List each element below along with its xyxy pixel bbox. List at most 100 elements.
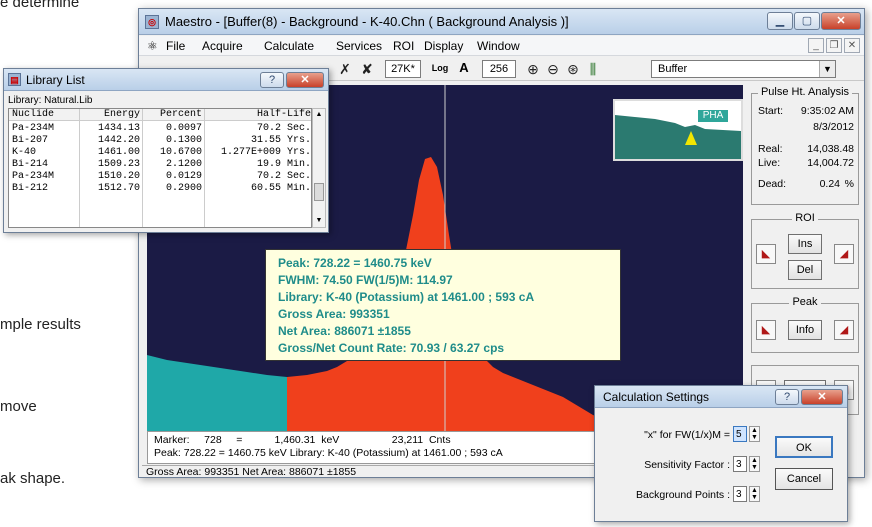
table-cell: 70.2 Sec. bbox=[256, 123, 311, 134]
scroll-thumb[interactable] bbox=[314, 183, 324, 201]
fw-spinner[interactable]: ▲ ▼ bbox=[749, 426, 760, 442]
table-header: Nuclide Energy Percent Half-Life bbox=[9, 109, 311, 121]
table-cell: 19.9 Min. bbox=[256, 159, 311, 170]
menu-file[interactable]: File bbox=[166, 39, 186, 53]
table-cell: 1510.20 bbox=[97, 171, 140, 182]
background-points-label: Background Points : bbox=[636, 489, 730, 501]
table-cell: 0.0097 bbox=[165, 123, 202, 134]
cancel-button[interactable]: Cancel bbox=[775, 468, 833, 490]
calculation-settings-window: Calculation Settings ? ✕ "x" for FW(1/x)… bbox=[594, 385, 848, 522]
fw-label: "x" for FW(1/x)M = bbox=[644, 429, 730, 441]
table-row[interactable]: Bi-214 1509.23 2.1200 19.9 Min. bbox=[9, 159, 311, 171]
vertical-scale-button[interactable]: 27K* bbox=[385, 60, 421, 78]
window-title: Maestro - [Buffer(8) - Background - K-40… bbox=[165, 14, 569, 29]
menu-calculate[interactable]: Calculate bbox=[264, 39, 315, 53]
peak-info-box: Peak: 728.22 = 1460.75 keV FWHM: 74.50 F… bbox=[265, 249, 621, 361]
zoom-out-icon[interactable]: ⊖ bbox=[547, 61, 559, 77]
overview-roi bbox=[685, 131, 697, 145]
peak-prev-icon[interactable]: ◣ bbox=[756, 320, 776, 340]
horizontal-range-button[interactable]: 256 bbox=[482, 60, 516, 78]
menu-display[interactable]: Display bbox=[424, 39, 464, 53]
doc-text-4: ak shape. bbox=[0, 470, 66, 487]
roi-mark-icon[interactable]: ✗ bbox=[339, 61, 351, 77]
marker-line-2: Peak: 728.22 = 1460.75 keV Library: K-40… bbox=[154, 447, 503, 459]
peak-info-button[interactable]: Info bbox=[788, 320, 822, 340]
mdi-close-button[interactable]: ✕ bbox=[844, 38, 860, 53]
mdi-minimize-button[interactable]: _ bbox=[808, 38, 824, 53]
col-half-life[interactable]: Half-Life bbox=[256, 109, 311, 120]
center-icon[interactable]: ⊛ bbox=[567, 61, 579, 77]
roi-clear-icon[interactable]: ✘ bbox=[361, 61, 373, 77]
peak-title: Peak bbox=[789, 296, 821, 308]
roi-next-icon[interactable]: ◢ bbox=[834, 244, 854, 264]
roi-prev-icon[interactable]: ◣ bbox=[756, 244, 776, 264]
help-button[interactable]: ? bbox=[260, 72, 284, 88]
net-area-line: Net Area: 886071 ±1855 bbox=[278, 324, 411, 338]
column-divider bbox=[204, 109, 205, 227]
live-value: 14,004.72 bbox=[807, 157, 854, 169]
calc-close-button[interactable]: ✕ bbox=[801, 389, 843, 405]
menu-services[interactable]: Services bbox=[336, 39, 383, 53]
library-table[interactable]: Nuclide Energy Percent Half-Life Pa-234M… bbox=[8, 108, 312, 228]
table-cell: 10.6700 bbox=[159, 147, 202, 158]
peak-line: Peak: 728.22 = 1460.75 keV bbox=[278, 256, 432, 270]
col-percent[interactable]: Percent bbox=[159, 109, 202, 120]
column-divider bbox=[79, 109, 80, 227]
table-cell: Bi-212 bbox=[12, 183, 49, 194]
title-bar[interactable]: ◎ Maestro - [Buffer(8) - Background - K-… bbox=[139, 9, 864, 35]
chevron-down-icon[interactable]: ▼ bbox=[819, 61, 835, 77]
table-row[interactable]: Bi-207 1442.20 0.1300 31.55 Yrs. bbox=[9, 135, 311, 147]
col-energy[interactable]: Energy bbox=[103, 109, 140, 120]
calc-title-bar[interactable]: Calculation Settings ? ✕ bbox=[595, 386, 847, 408]
menu-roi[interactable]: ROI bbox=[393, 39, 415, 53]
app-icon[interactable]: ◎ bbox=[145, 15, 159, 29]
table-row[interactable]: Bi-212 1512.70 0.2900 60.55 Min. bbox=[9, 183, 311, 195]
library-scrollbar[interactable]: ▲ ▼ bbox=[312, 108, 326, 228]
start-label: Start: bbox=[758, 105, 784, 117]
table-cell: 31.55 Yrs. bbox=[250, 135, 311, 146]
background-points-input[interactable] bbox=[733, 486, 747, 502]
scroll-down-icon[interactable]: ▼ bbox=[315, 217, 323, 224]
library-list-window: ▤ Library List ? ✕ Library: Natural.Lib … bbox=[3, 68, 329, 233]
scroll-up-icon[interactable]: ▲ bbox=[315, 111, 323, 118]
overview-inset[interactable]: PHA bbox=[613, 99, 743, 161]
table-cell: 1442.20 bbox=[97, 135, 140, 146]
menu-icon[interactable]: ⚛ bbox=[147, 39, 158, 53]
library-close-button[interactable]: ✕ bbox=[286, 72, 324, 88]
auto-scale-button[interactable]: A bbox=[459, 60, 469, 75]
log-button[interactable]: Log bbox=[431, 63, 449, 73]
fw-input[interactable] bbox=[733, 426, 747, 442]
menu-window[interactable]: Window bbox=[477, 39, 520, 53]
table-cell: 1461.00 bbox=[97, 147, 140, 158]
full-view-icon[interactable]: ⫼ bbox=[589, 61, 597, 77]
status-bar: Gross Area: 993351 Net Area: 886071 ±185… bbox=[142, 465, 742, 478]
ok-button[interactable]: OK bbox=[775, 436, 833, 458]
overview-plot bbox=[615, 115, 741, 159]
table-cell: Bi-214 bbox=[12, 159, 49, 170]
table-row[interactable]: Pa-234M 1434.13 0.0097 70.2 Sec. bbox=[9, 123, 311, 135]
zoom-in-icon[interactable]: ⊕ bbox=[527, 61, 539, 77]
library-title-bar[interactable]: ▤ Library List ? ✕ bbox=[4, 69, 328, 91]
minimize-button[interactable]: ▁ bbox=[767, 12, 793, 30]
gross-area-line: Gross Area: 993351 bbox=[278, 307, 390, 321]
table-row[interactable]: Pa-234M 1510.20 0.0129 70.2 Sec. bbox=[9, 171, 311, 183]
calc-help-button[interactable]: ? bbox=[775, 389, 799, 405]
background-points-spinner[interactable]: ▲ ▼ bbox=[749, 486, 760, 502]
pha-group: Pulse Ht. Analysis Start: 9:35:02 AM 8/3… bbox=[751, 86, 859, 205]
roi-insert-button[interactable]: Ins bbox=[788, 234, 822, 254]
close-button[interactable]: ✕ bbox=[821, 12, 861, 30]
table-row[interactable]: K-40 1461.00 10.6700 1.277E+009 Yrs. bbox=[9, 147, 311, 159]
menu-acquire[interactable]: Acquire bbox=[202, 39, 243, 53]
peak-next-icon[interactable]: ◢ bbox=[834, 320, 854, 340]
marker-line-1: Marker: 728 = 1,460.31 keV 23,211 Cnts bbox=[154, 434, 451, 446]
table-cell: 1.277E+009 Yrs. bbox=[220, 147, 311, 158]
table-cell: 1512.70 bbox=[97, 183, 140, 194]
sensitivity-input[interactable] bbox=[733, 456, 747, 472]
col-nuclide[interactable]: Nuclide bbox=[12, 109, 55, 120]
maximize-button[interactable]: ▢ bbox=[794, 12, 820, 30]
mdi-restore-button[interactable]: ❐ bbox=[826, 38, 842, 53]
sensitivity-label: Sensitivity Factor : bbox=[644, 459, 730, 471]
sensitivity-spinner[interactable]: ▲ ▼ bbox=[749, 456, 760, 472]
roi-delete-button[interactable]: Del bbox=[788, 260, 822, 280]
detector-select[interactable]: Buffer ▼ bbox=[651, 60, 836, 78]
